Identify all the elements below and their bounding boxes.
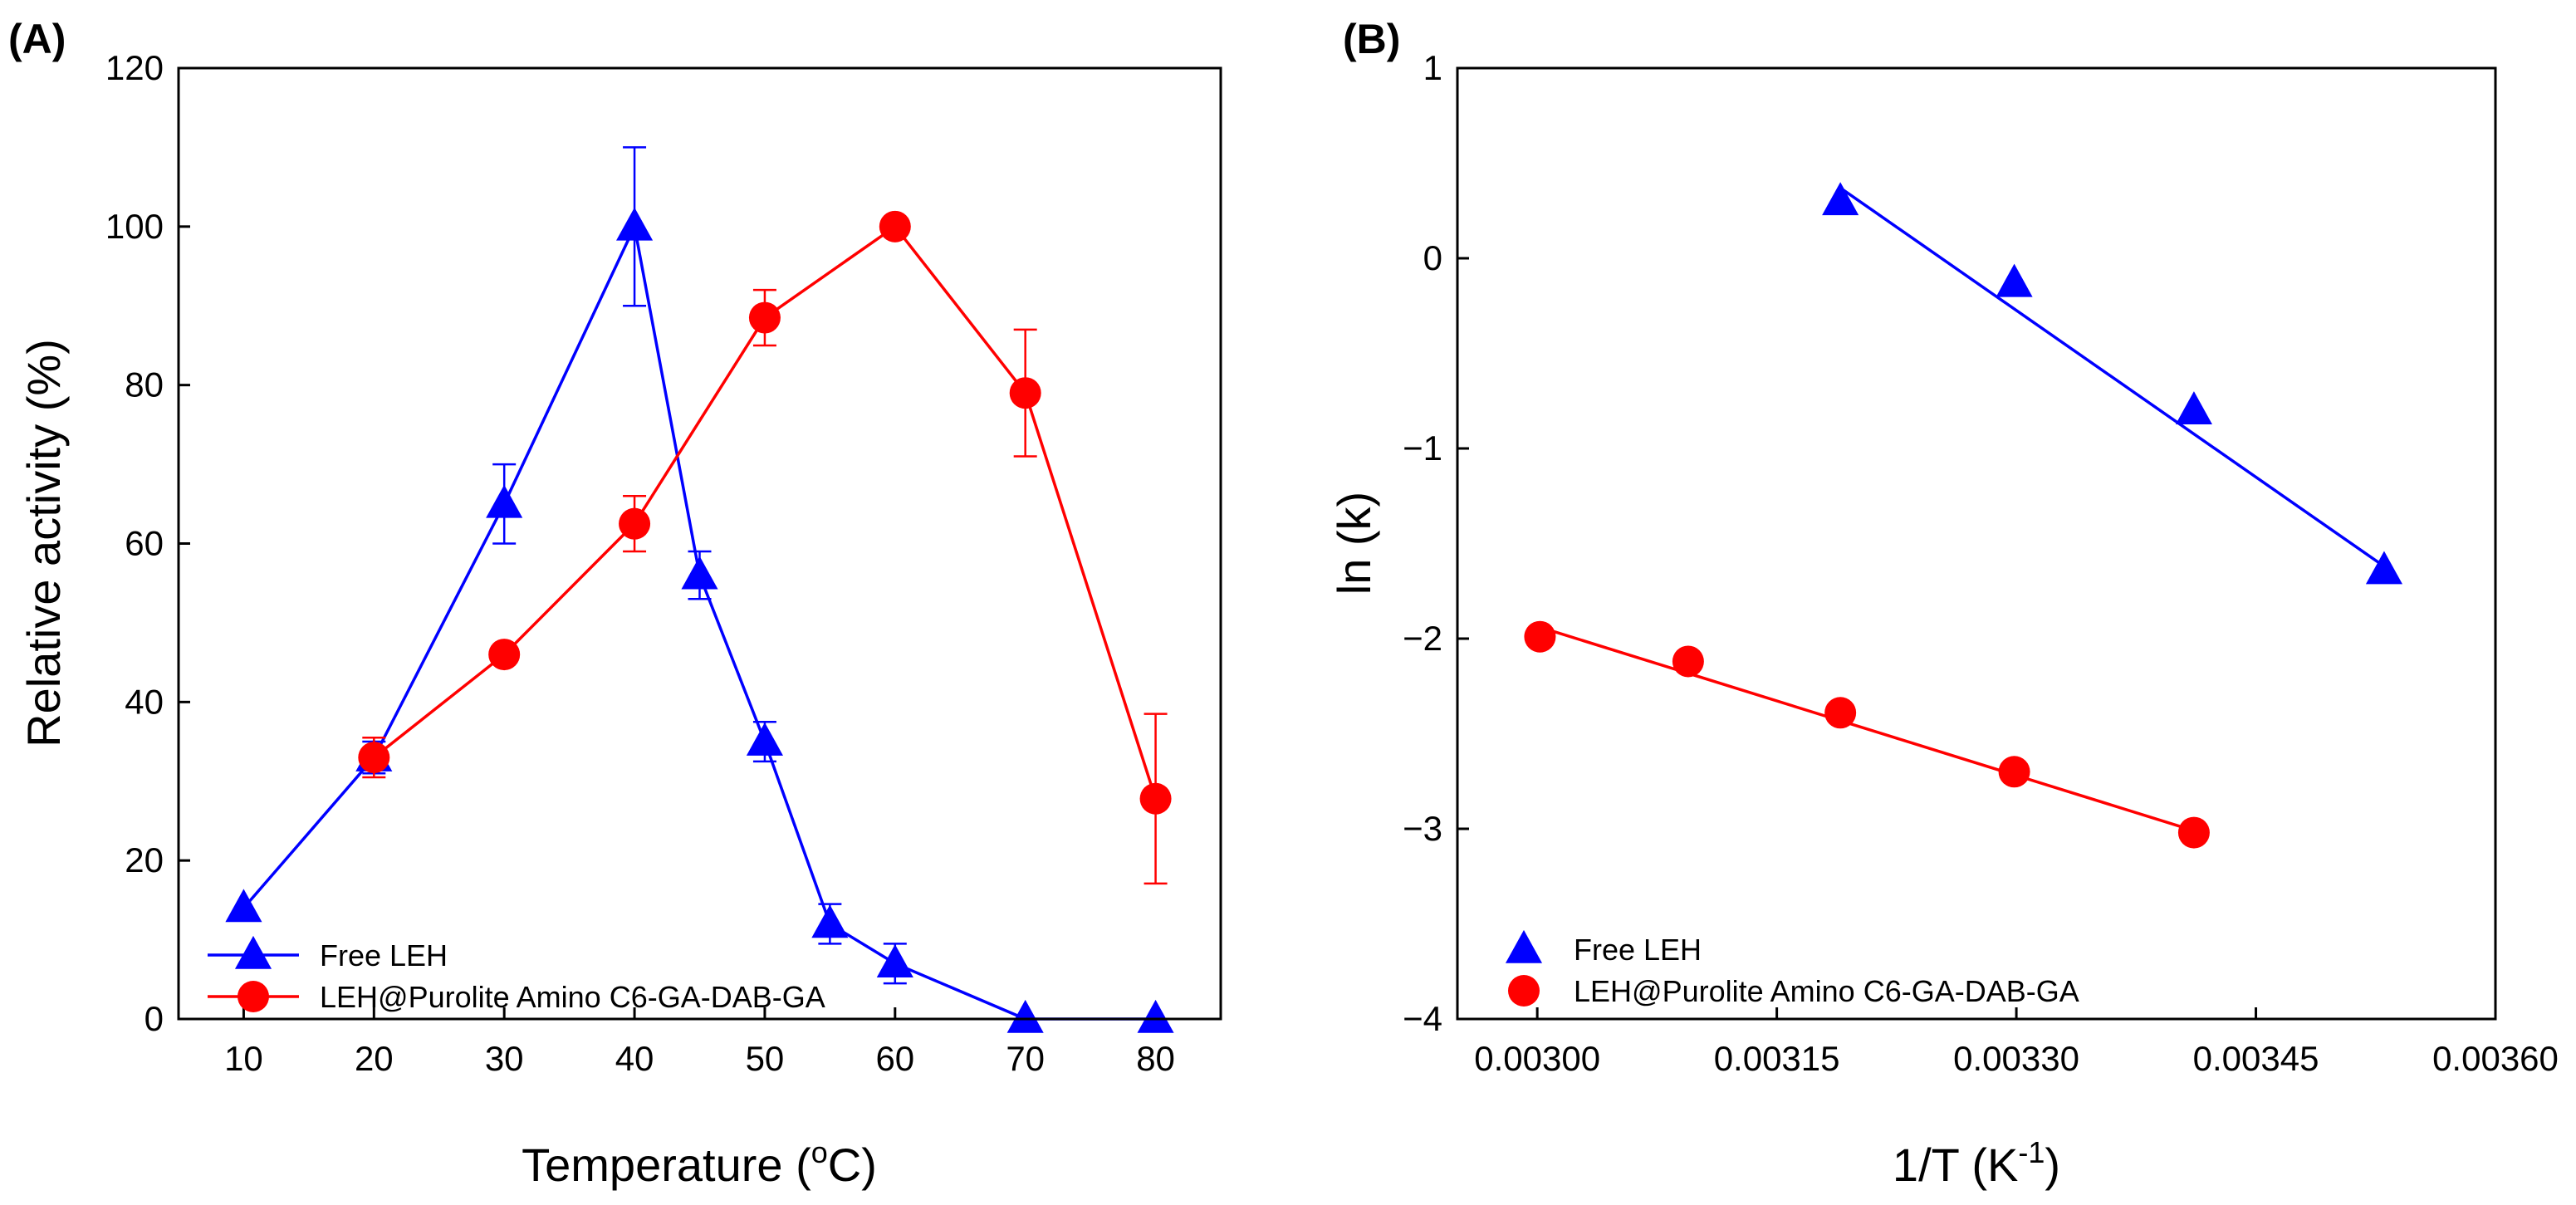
panel-a-y-tick-label: 20	[125, 840, 164, 879]
panel-b-y-tick-label: 1	[1423, 48, 1442, 87]
panel-a-series-free-leh-point	[1006, 999, 1044, 1033]
panel-b-y-axis-label: ln (k)	[1328, 492, 1380, 595]
panel-b-y-tick-label: −2	[1403, 619, 1442, 658]
panel-b-legend-label: LEH@Purolite Amino C6-GA-DAB-GA	[1574, 974, 2079, 1008]
panel-b-series-leh-purolite-fit-line	[1539, 625, 2195, 832]
panel-a-series-leh-purolite-point	[619, 507, 651, 540]
panel-a-y-tick-label: 40	[125, 682, 164, 721]
panel-b-series-free-leh-fit-line	[1839, 186, 2385, 568]
panel-b-series-free-leh-point	[1822, 182, 1859, 216]
panel-b-series-free-leh-point	[2365, 551, 2403, 585]
panel-a-series-leh-purolite-point	[748, 301, 781, 334]
panel-b-series-leh-purolite-point	[1524, 620, 1556, 653]
panel-a-x-tick-label: 50	[746, 1039, 785, 1078]
panel-b-label: (B)	[1343, 16, 1400, 62]
panel-a-x-tick-label: 60	[875, 1039, 914, 1078]
panel-a-legend-marker	[238, 981, 269, 1012]
panel-b-y-tick-label: 0	[1423, 238, 1442, 277]
panel-a-y-axis-label: Relative activity (%)	[17, 339, 70, 747]
panel-a-series-free-leh-point	[746, 722, 783, 756]
panel-a-label: (A)	[8, 16, 66, 62]
panel-a-series-free-leh-point	[616, 207, 654, 241]
panel-b-legend: Free LEH LEH@Purolite Amino C6-GA-DAB-GA	[1505, 929, 2079, 1008]
panel-a-series-leh-purolite-point	[1139, 782, 1172, 815]
panel-a-legend-label: Free LEH	[320, 938, 448, 972]
panel-b-series-free-leh-point	[2175, 391, 2212, 424]
panel-b-plot-area	[1524, 182, 2403, 849]
panel-b-y-tick-label: −1	[1403, 429, 1442, 468]
panel-a-y-tick-label: 0	[144, 999, 164, 1038]
panel-a-x-tick-label: 30	[485, 1039, 524, 1078]
panel-a-frame	[177, 66, 1222, 1021]
panel-a-series-leh-purolite-point	[1009, 377, 1041, 409]
panel-a-y-tick-label: 100	[105, 207, 164, 246]
panel-b-y-tick-label: −4	[1403, 999, 1442, 1038]
panel-b-x-tick-label: 0.00360	[2432, 1039, 2559, 1078]
panel-a-series-free-leh-point	[876, 944, 913, 978]
panel-a-ticks: 10 20 30 40 50 60 70 80 0 20 40 60 80 100 120	[105, 48, 1175, 1078]
panel-a-x-axis-label: Temperature (oC)	[522, 1135, 877, 1191]
panel-a-x-tick-label: 80	[1136, 1039, 1175, 1078]
panel-b-legend-label: Free LEH	[1574, 933, 1702, 967]
panel-a-series-leh-purolite-point	[358, 742, 390, 774]
panel-b-series-leh-purolite-point	[1998, 756, 2030, 788]
panel-b-x-tick-label: 0.00345	[2193, 1039, 2319, 1078]
panel-a-series-free-leh-point	[1137, 999, 1174, 1033]
panel-a-plot-area	[225, 146, 1174, 1033]
panel-a-y-tick-label: 80	[125, 365, 164, 404]
panel-b-frame	[1456, 66, 2497, 1021]
panel-a-series-free-leh-point	[486, 484, 523, 518]
panel-a-y-tick-label: 60	[125, 524, 164, 563]
panel-b-y-tick-label: −3	[1403, 809, 1442, 848]
panel-a-x-tick-label: 10	[224, 1039, 263, 1078]
panel-a-legend-label: LEH@Purolite Amino C6-GA-DAB-GA	[320, 980, 825, 1014]
panel-a-series-leh-purolite-point	[488, 639, 521, 671]
panel-b-legend-marker	[1505, 929, 1543, 963]
panel-a-series-free-leh-point	[681, 556, 718, 590]
panel-a-series-free-leh-point	[225, 889, 262, 923]
panel-b-series-leh-purolite-point	[1672, 645, 1704, 678]
panel-a: (A) 10 20 30 40 50 60 70 80 0 20 40 60 80 100 120 Temp…	[8, 16, 1222, 1191]
panel-a-series-leh-purolite-point	[879, 210, 911, 242]
panel-b-legend-marker	[1508, 975, 1540, 1007]
panel-a-legend: Free LEH LEH@Purolite Amino C6-GA-DAB-GA	[208, 935, 825, 1014]
panel-a-series-free-leh-point	[811, 904, 849, 938]
panel-b-series-free-leh-point	[1996, 263, 2033, 297]
panel-a-legend-marker	[234, 935, 272, 969]
panel-b: (B) 0.00300 0.00315 0.00330 0.00345 0.00360 −…	[1328, 16, 2559, 1191]
panel-a-x-tick-label: 70	[1006, 1039, 1045, 1078]
panel-b-series-leh-purolite-point	[1824, 697, 1857, 729]
panel-a-x-tick-label: 40	[615, 1039, 654, 1078]
panel-a-x-tick-label: 20	[355, 1039, 394, 1078]
panel-a-y-tick-label: 120	[105, 48, 164, 87]
panel-b-x-axis-label: 1/T (K-1)	[1893, 1135, 2060, 1191]
panel-b-ticks: 0.00300 0.00315 0.00330 0.00345 0.00360 −4 −3 −…	[1403, 48, 2559, 1078]
panel-b-x-tick-label: 0.00330	[1953, 1039, 2079, 1078]
panel-b-x-tick-label: 0.00315	[1714, 1039, 1840, 1078]
panel-b-series-leh-purolite-point	[2177, 816, 2210, 849]
panel-b-x-tick-label: 0.00300	[1474, 1039, 1600, 1078]
panel-a-series-free-leh-line	[242, 222, 1156, 1021]
